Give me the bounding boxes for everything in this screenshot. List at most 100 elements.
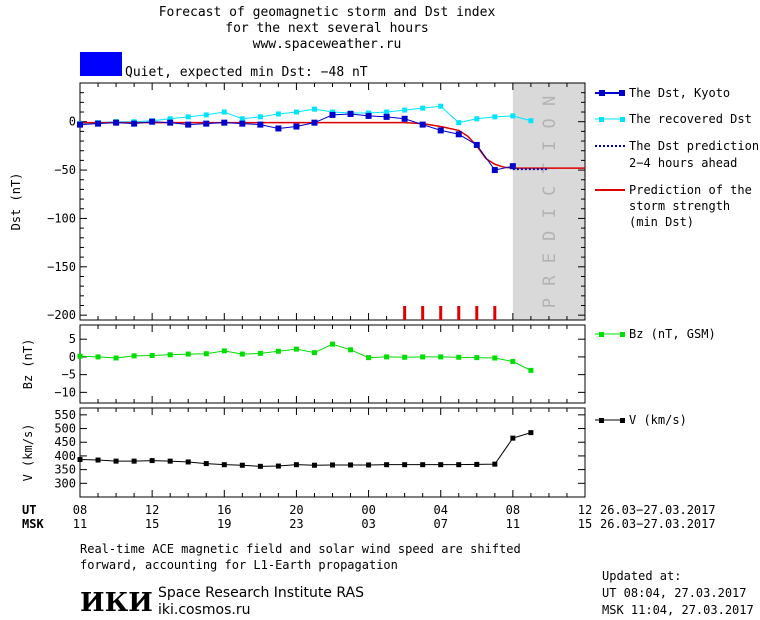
recovered-dst-point — [221, 109, 227, 115]
y-axis-label: V (km/s) — [21, 424, 35, 482]
v-point — [185, 459, 191, 465]
msk-tick-label: 03 — [361, 517, 375, 531]
recovered-dst-point — [275, 111, 281, 117]
bz-point — [113, 355, 119, 361]
bz-point — [330, 341, 335, 347]
v-point — [510, 435, 516, 441]
bz-point — [456, 354, 462, 360]
footer-note-line2: forward, accounting for L1-Earth propaga… — [80, 558, 398, 572]
panel-frame — [79, 82, 586, 321]
v-point — [420, 462, 426, 468]
kyoto-dst-point — [437, 127, 444, 134]
v-point — [203, 461, 209, 467]
ut-tick-label: 20 — [289, 503, 303, 517]
updated-label: Updated at: — [602, 569, 681, 583]
v-point — [348, 462, 354, 468]
v-point — [167, 458, 173, 464]
recovered-dst-point — [420, 105, 426, 111]
bz-point — [348, 347, 354, 353]
v-point — [311, 462, 317, 468]
y-axis-label: Bz (nT) — [21, 339, 35, 390]
kyoto-dst-point — [509, 163, 516, 170]
ut-tick-label: 12 — [145, 503, 159, 517]
prediction-zone-label: P R E D I C T I O N — [540, 95, 560, 308]
kyoto-dst-point — [365, 112, 372, 119]
status-color-box — [80, 52, 122, 76]
kyoto-dst-point — [131, 120, 138, 127]
kyoto-dst-point — [473, 141, 480, 148]
v-point — [330, 462, 335, 468]
kyoto-dst-point — [203, 120, 210, 127]
bz-point — [474, 355, 480, 361]
bz-point — [384, 354, 390, 360]
kyoto-dst-point — [239, 120, 246, 127]
v-point — [239, 462, 245, 468]
kyoto-dst-point — [167, 119, 174, 126]
y-tick-label: −200 — [47, 308, 76, 322]
ut-tick-label: 12 — [578, 503, 592, 517]
kyoto-dst-point — [293, 123, 300, 130]
y-tick-label: 300 — [54, 476, 76, 490]
recovered-dst-point — [438, 103, 444, 109]
kyoto-dst-point — [257, 121, 264, 128]
legend-prediction-label-2: 2−4 hours ahead — [629, 156, 737, 170]
legend-bz-marker — [620, 332, 625, 337]
kyoto-dst-point — [329, 111, 336, 118]
y-tick-label: −10 — [54, 385, 76, 399]
kyoto-dst-point — [491, 167, 498, 174]
chart-title-line2: for the next several hours — [225, 21, 429, 36]
y-tick-label: 0 — [69, 350, 76, 364]
time-tick-labels: 08 12 16 20 00 04 08 12 11 15 19 23 03 07 11 15 — [73, 503, 592, 531]
v-point — [149, 458, 155, 464]
v-point — [384, 462, 390, 468]
recovered-dst-point — [239, 116, 245, 122]
legend-bz-label: Bz (nT, GSM) — [629, 327, 716, 341]
panel-frame — [79, 407, 586, 498]
bz-point — [257, 350, 263, 356]
v-line — [79, 432, 532, 467]
bz-point — [275, 348, 281, 354]
kyoto-dst-point — [347, 110, 354, 117]
y-tick-label: 350 — [54, 463, 76, 477]
bz-panel: 5 0 −5 −10 Bz (nT) — [21, 324, 586, 404]
legend-kyoto-label: The Dst, Kyoto — [629, 86, 730, 100]
bz-point — [420, 354, 426, 360]
legend-v-marker — [599, 418, 604, 423]
chart-title-line3[interactable]: www.spaceweather.ru — [253, 37, 402, 52]
recovered-dst-point — [456, 120, 462, 126]
msk-tick-label: 15 — [578, 517, 592, 531]
ut-tick-label: 00 — [361, 503, 375, 517]
bz-point — [149, 352, 155, 358]
institute-website[interactable]: iki.cosmos.ru — [158, 602, 250, 618]
bz-point — [402, 354, 408, 360]
ut-tick-label: 08 — [506, 503, 520, 517]
v-point — [113, 458, 119, 464]
v-point — [257, 463, 263, 469]
msk-tick-label: 11 — [506, 517, 520, 531]
bz-point — [221, 348, 227, 354]
recovered-dst-point — [257, 114, 263, 120]
institute-name: Space Research Institute RAS — [158, 585, 364, 601]
y-tick-label: 5 — [69, 332, 76, 346]
kyoto-dst-point — [95, 120, 102, 127]
kyoto-dst-point — [185, 121, 192, 128]
bz-point — [185, 351, 191, 357]
recovered-dst-point — [167, 116, 173, 122]
legend-kyoto-marker — [619, 90, 625, 96]
kyoto-dst-point — [275, 125, 282, 132]
kyoto-dst-point — [221, 119, 228, 126]
kyoto-dst-point — [311, 119, 318, 126]
recovered-dst-point — [384, 109, 390, 115]
v-point — [77, 456, 83, 462]
legend-v-marker — [620, 418, 625, 423]
bz-point — [131, 353, 137, 359]
kyoto-dst-point — [149, 118, 156, 125]
msk-tick-label: 19 — [217, 517, 231, 531]
msk-tick-label: 11 — [73, 517, 87, 531]
bz-point — [203, 351, 209, 357]
kyoto-dst-point — [401, 115, 408, 122]
msk-tick-label: 23 — [289, 517, 303, 531]
recovered-dst-line — [79, 105, 532, 125]
recovered-dst-point — [492, 114, 498, 120]
